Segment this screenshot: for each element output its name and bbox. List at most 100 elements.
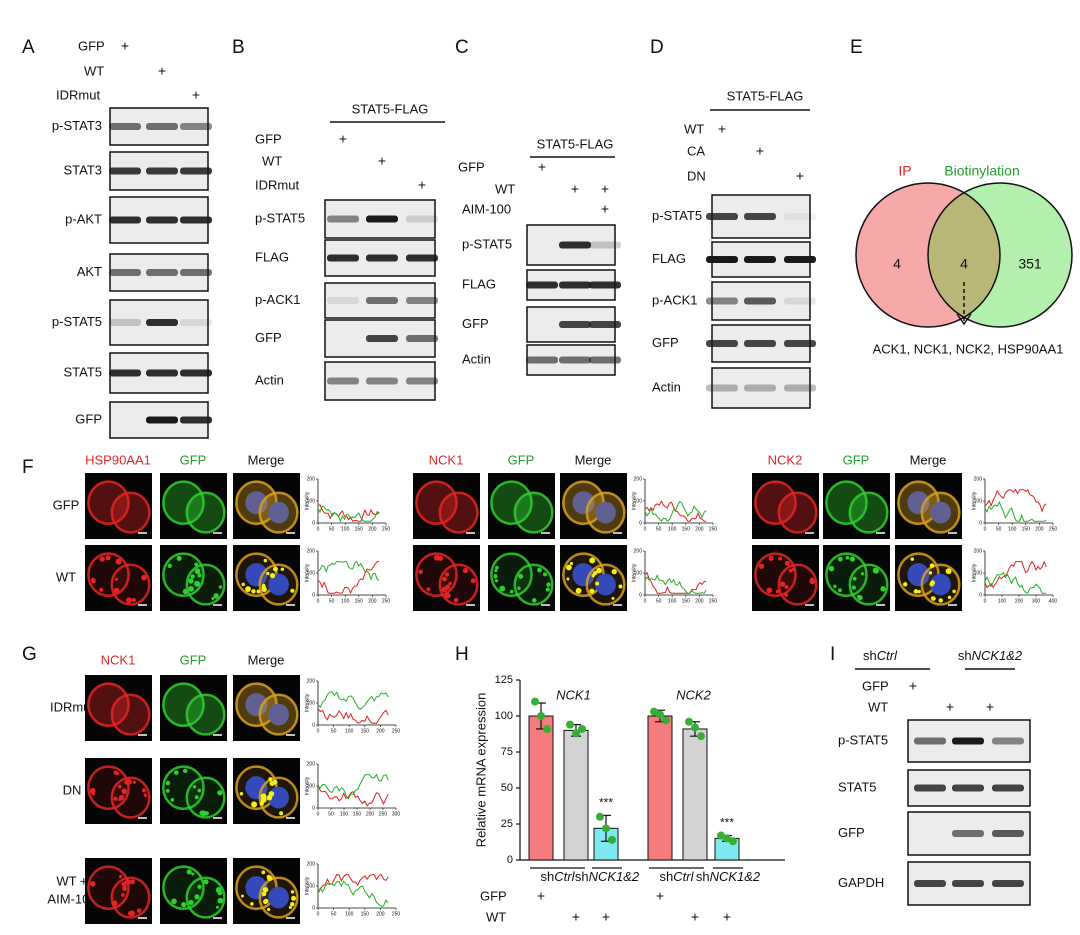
channel-label: NCK1: [429, 452, 464, 467]
panel-letter: B: [232, 37, 245, 58]
row-label: DN: [63, 782, 82, 797]
panel-letter: C: [455, 37, 469, 58]
puncta: [566, 577, 570, 581]
puncta: [589, 557, 596, 564]
puncta: [90, 577, 96, 583]
shrna-italic: Ctrl: [877, 648, 898, 663]
puncta: [517, 586, 521, 591]
puncta: [215, 905, 219, 909]
treatment-label: DN: [687, 168, 706, 183]
blot-band: [180, 416, 212, 424]
puncta: [499, 585, 506, 592]
puncta: [758, 563, 765, 569]
x-tick-label: 150: [355, 526, 364, 532]
blot-band: [952, 880, 984, 887]
puncta: [122, 883, 127, 888]
plot-ylabel: Intensity: [631, 491, 637, 510]
x-tick-label: 50: [996, 526, 1002, 532]
blot-label: FLAG: [652, 251, 686, 266]
channel-label: HSP90AA1: [85, 452, 151, 467]
puncta: [418, 569, 423, 575]
blot-label: Actin: [652, 379, 681, 394]
x-tick-label: 200: [1035, 526, 1044, 532]
blot-band: [526, 281, 558, 289]
x-tick-label: 0: [984, 526, 987, 532]
plus-sign: +: [796, 168, 804, 184]
construct-label: STAT5-FLAG: [537, 136, 614, 151]
blot-band: [180, 369, 212, 377]
puncta: [291, 895, 297, 901]
puncta: [266, 571, 270, 576]
blot-label: AKT: [77, 264, 102, 279]
puncta: [127, 911, 133, 916]
cell: [258, 693, 299, 736]
blot-band: [706, 256, 738, 263]
puncta: [784, 560, 790, 566]
x-tick-label: 0: [317, 728, 320, 734]
intensity-profile: [317, 880, 389, 907]
nucleus: [245, 491, 268, 515]
puncta: [90, 881, 96, 887]
puncta: [433, 554, 440, 561]
row-label: GFP: [53, 497, 80, 512]
blot-band: [109, 167, 141, 175]
blot-label: STAT3: [63, 162, 102, 177]
puncta: [251, 801, 258, 808]
puncta: [217, 897, 224, 904]
puncta: [113, 796, 118, 801]
panel-letter: G: [22, 644, 37, 665]
y-tick-label: 100: [307, 570, 316, 576]
blot-label: p-STAT3: [52, 118, 102, 133]
blot-band: [784, 340, 816, 347]
blot-band: [952, 784, 984, 792]
puncta: [267, 875, 273, 882]
y-tick-label: 0: [639, 592, 642, 598]
y-tick-label: 0: [312, 520, 315, 526]
shrna-prefix: sh: [575, 869, 589, 884]
cell: [777, 491, 818, 534]
data-point: [723, 834, 731, 843]
x-tick-label: 150: [682, 598, 691, 604]
puncta: [251, 589, 256, 594]
puncta: [118, 798, 122, 802]
puncta: [141, 574, 147, 581]
nucleus: [930, 501, 951, 524]
puncta: [194, 894, 200, 900]
channel-label: NCK1: [101, 652, 136, 667]
puncta: [784, 585, 789, 590]
puncta: [173, 770, 179, 775]
blot-label: STAT5: [63, 364, 102, 379]
nucleus: [572, 563, 595, 587]
blot-band: [992, 737, 1024, 745]
blot-band: [327, 377, 359, 385]
cell: [513, 491, 554, 534]
y-tick-label: 0: [312, 722, 315, 728]
shrna-italic: Ctrl: [554, 869, 575, 884]
puncta: [113, 770, 118, 775]
channel-label: GFP: [508, 452, 535, 467]
blot-band: [784, 256, 816, 263]
treatment-label: IDRmut: [56, 87, 100, 102]
puncta: [122, 886, 127, 891]
puncta: [121, 788, 127, 795]
channel-label: GFP: [180, 452, 207, 467]
y-tick-label: 75: [501, 746, 513, 758]
puncta: [611, 596, 615, 600]
construct-label: STAT5-FLAG: [352, 101, 429, 116]
shrna-label: shNCK1&2: [575, 869, 640, 884]
blot-band: [589, 281, 621, 289]
plot-ylabel: Intensity: [304, 876, 310, 895]
y-tick-label: 100: [307, 498, 316, 504]
cell: [185, 693, 226, 736]
blot-band: [706, 340, 738, 347]
plus-sign: +: [537, 888, 545, 904]
cell: [258, 491, 299, 534]
puncta: [132, 780, 136, 784]
blot-band: [366, 254, 398, 262]
blot-label: GFP: [462, 316, 489, 331]
blot-label: GAPDH: [838, 875, 884, 890]
nucleus: [595, 573, 616, 596]
venn-count: 4: [893, 256, 901, 272]
puncta: [194, 568, 201, 575]
